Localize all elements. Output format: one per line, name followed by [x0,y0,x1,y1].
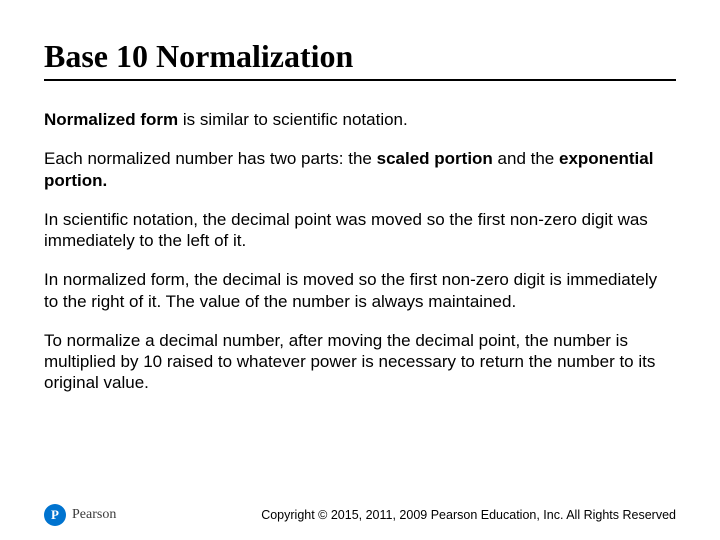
p1-rest: is similar to scientific notation. [178,110,408,129]
paragraph-2: Each normalized number has two parts: th… [44,148,676,191]
copyright-text: Copyright © 2015, 2011, 2009 Pearson Edu… [261,508,676,522]
paragraph-5: To normalize a decimal number, after mov… [44,330,676,394]
body-content: Normalized form is similar to scientific… [44,109,676,394]
p2-a: Each normalized number has two parts: th… [44,149,377,168]
title-rule [44,79,676,81]
p2-c: and the [493,149,559,168]
term-normalized-form: Normalized form [44,110,178,129]
pearson-logo-name: Pearson [72,507,116,523]
page-title: Base 10 Normalization [44,38,676,75]
term-scaled-portion: scaled portion [377,149,493,168]
pearson-logo-mark: P [44,504,66,526]
pearson-logo: P Pearson [44,504,116,526]
footer: P Pearson Copyright © 2015, 2011, 2009 P… [44,504,676,526]
slide: Base 10 Normalization Normalized form is… [0,0,720,540]
pearson-logo-letter: P [51,507,59,523]
paragraph-4: In normalized form, the decimal is moved… [44,269,676,312]
paragraph-3: In scientific notation, the decimal poin… [44,209,676,252]
paragraph-1: Normalized form is similar to scientific… [44,109,676,130]
